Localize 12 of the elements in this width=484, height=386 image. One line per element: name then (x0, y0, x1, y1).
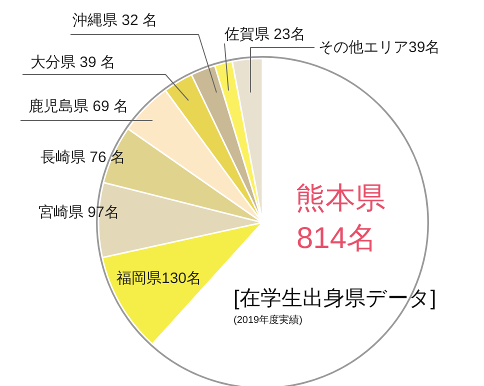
text: [在学生出身県データ] (234, 287, 436, 310)
slice-label: 福岡県130名 (116, 270, 202, 287)
slice-label: 鹿児島県 69 名 (28, 98, 129, 115)
data-label: 814名 (296, 222, 377, 255)
text: (2019年度実績) (234, 314, 302, 326)
slice-label: 熊本県 (296, 182, 386, 215)
slice-label: 大分県 39 名 (30, 54, 116, 71)
slice-label: 佐賀県 23名 (224, 26, 306, 43)
slice-label: 宮崎県 97名 (38, 204, 120, 221)
slice-label: 長崎県 76 名 (40, 149, 126, 166)
slice-label: 沖縄県 32 名 (72, 12, 158, 29)
slice-label: その他エリア39名 (318, 39, 440, 56)
